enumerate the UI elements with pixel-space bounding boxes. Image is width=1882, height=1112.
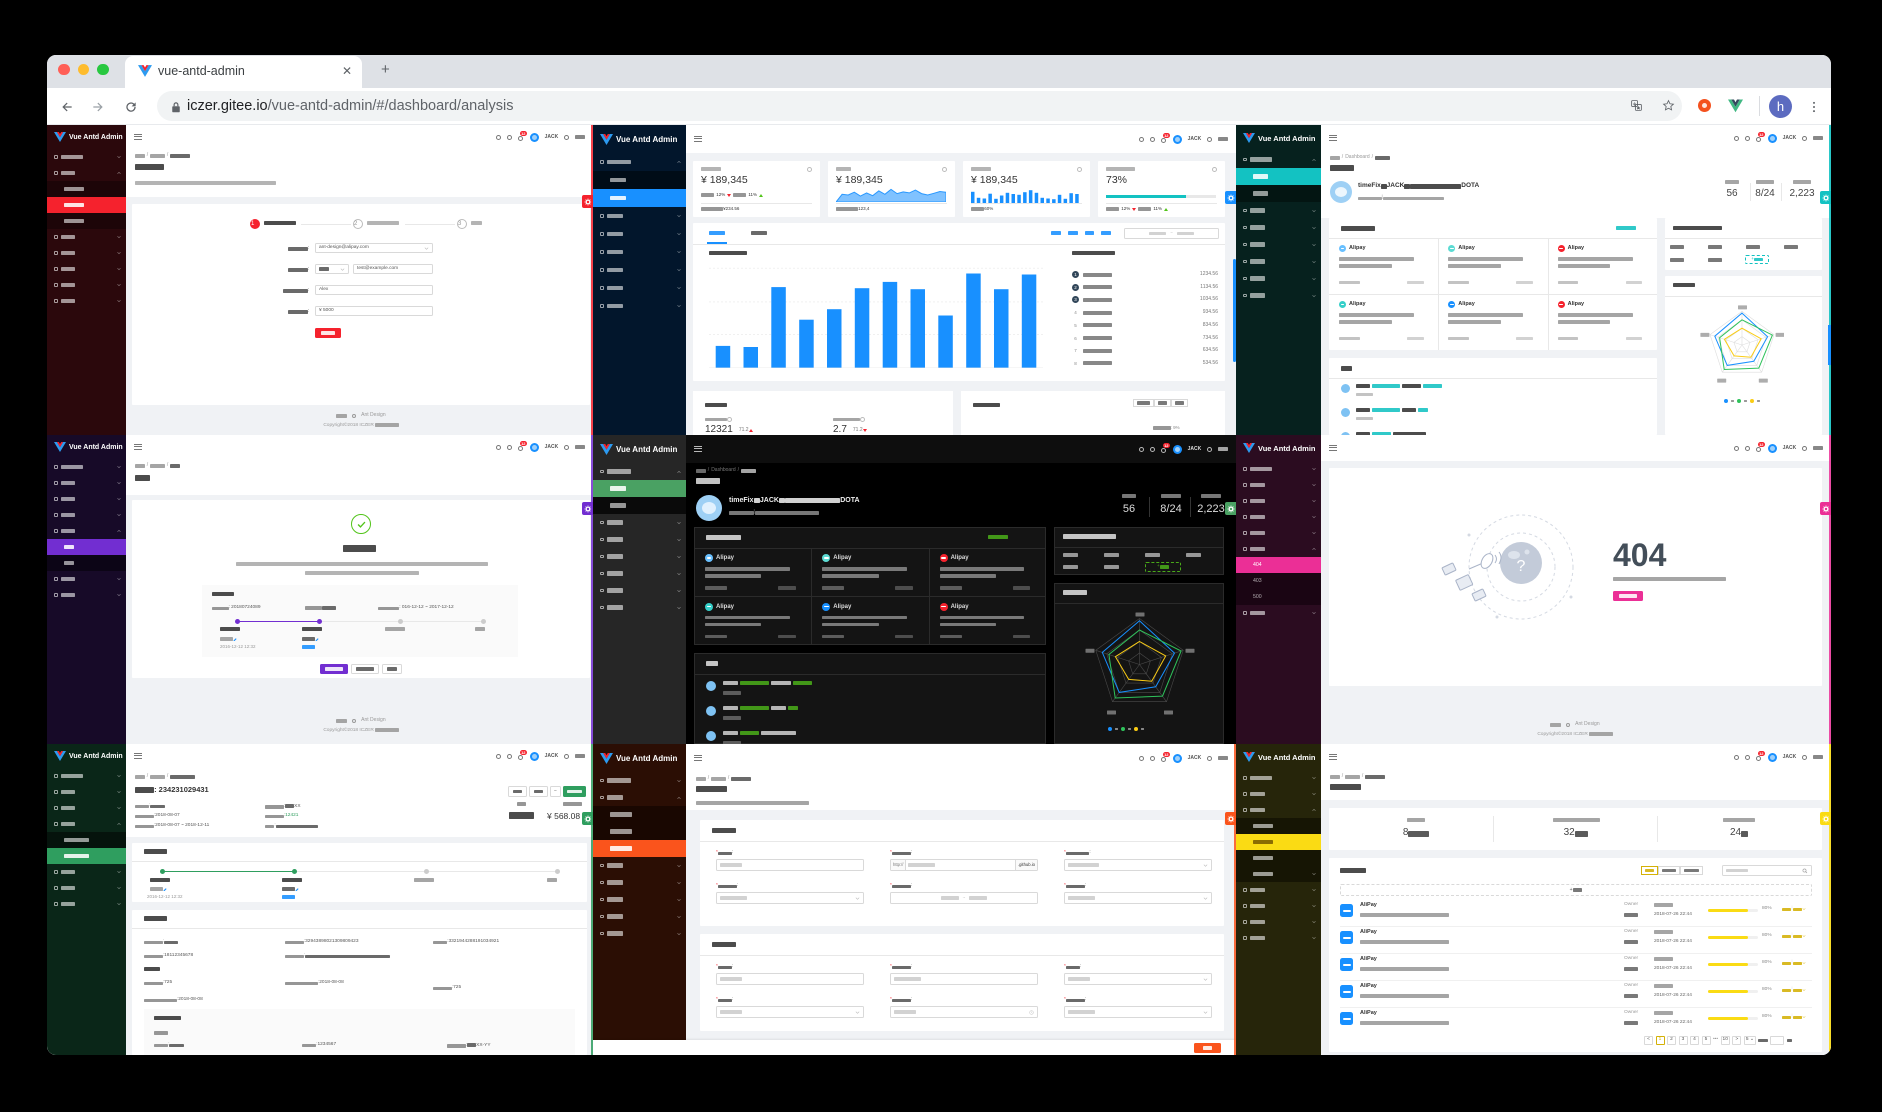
svg-text:?: ? bbox=[1517, 558, 1526, 575]
